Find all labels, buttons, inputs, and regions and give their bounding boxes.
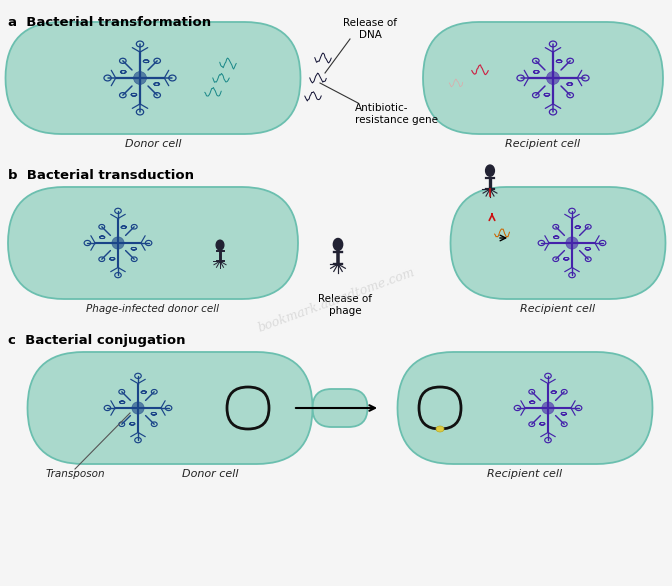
Ellipse shape	[112, 237, 124, 249]
Text: b  Bacterial transduction: b Bacterial transduction	[8, 169, 194, 182]
Text: Donor cell: Donor cell	[125, 139, 181, 149]
Text: Transposon: Transposon	[45, 469, 105, 479]
Ellipse shape	[134, 71, 146, 84]
FancyBboxPatch shape	[28, 352, 312, 464]
Text: bookmark.aaradtome.com: bookmark.aaradtome.com	[255, 265, 417, 335]
Text: Antibiotic-
resistance gene: Antibiotic- resistance gene	[355, 103, 438, 125]
FancyBboxPatch shape	[398, 352, 653, 464]
Ellipse shape	[436, 426, 444, 432]
Ellipse shape	[132, 402, 144, 414]
Ellipse shape	[542, 402, 554, 414]
Ellipse shape	[486, 165, 495, 176]
Ellipse shape	[216, 240, 224, 250]
Text: a  Bacterial transformation: a Bacterial transformation	[8, 16, 211, 29]
Ellipse shape	[546, 71, 560, 84]
Ellipse shape	[333, 239, 343, 250]
FancyBboxPatch shape	[312, 389, 368, 427]
Text: Release of
DNA: Release of DNA	[343, 18, 397, 40]
FancyBboxPatch shape	[423, 22, 663, 134]
Text: Release of
phage: Release of phage	[318, 294, 372, 316]
FancyBboxPatch shape	[8, 187, 298, 299]
Text: Recipient cell: Recipient cell	[487, 469, 562, 479]
Text: c  Bacterial conjugation: c Bacterial conjugation	[8, 334, 185, 347]
Text: Recipient cell: Recipient cell	[505, 139, 581, 149]
Text: Phage-infected donor cell: Phage-infected donor cell	[87, 304, 220, 314]
FancyBboxPatch shape	[450, 187, 665, 299]
Text: Recipient cell: Recipient cell	[520, 304, 595, 314]
Ellipse shape	[566, 237, 578, 249]
FancyBboxPatch shape	[5, 22, 300, 134]
Text: Donor cell: Donor cell	[181, 469, 239, 479]
